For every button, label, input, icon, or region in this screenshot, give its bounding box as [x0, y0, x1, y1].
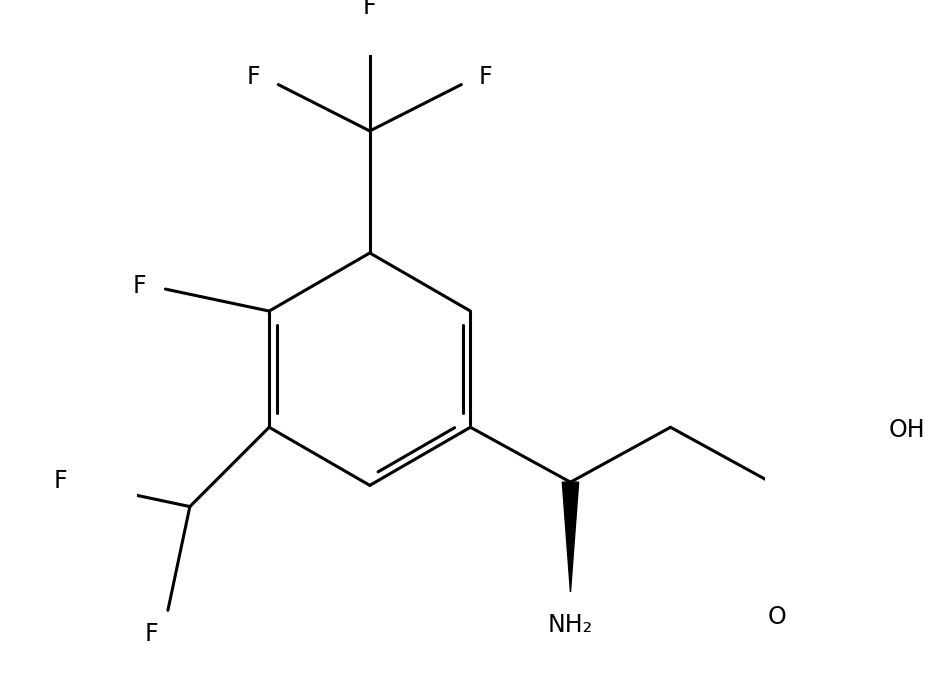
- Polygon shape: [562, 482, 578, 592]
- Text: F: F: [145, 622, 158, 646]
- Text: F: F: [54, 469, 67, 493]
- Text: O: O: [768, 605, 787, 629]
- Text: OH: OH: [888, 418, 925, 442]
- Text: NH₂: NH₂: [548, 613, 593, 637]
- Text: F: F: [133, 274, 147, 298]
- Text: F: F: [247, 65, 261, 89]
- Text: F: F: [363, 0, 377, 19]
- Text: F: F: [479, 65, 493, 89]
